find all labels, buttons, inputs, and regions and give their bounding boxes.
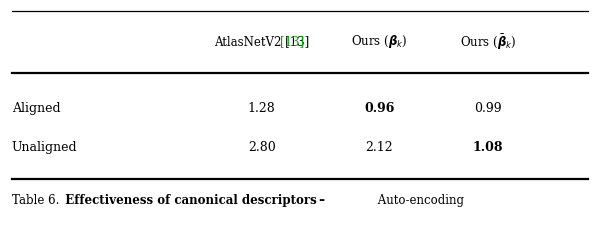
Text: Auto-encoding: Auto-encoding [373,194,464,207]
Text: AtlasNetV2 [13]: AtlasNetV2 [13] [214,36,310,48]
Text: 0.96: 0.96 [364,102,395,115]
Text: Unaligned: Unaligned [12,141,77,154]
Text: [13]: [13] [280,36,304,48]
Text: Aligned: Aligned [12,102,61,115]
Text: 2.80: 2.80 [248,141,275,154]
Text: 2.12: 2.12 [365,141,393,154]
Text: 1.08: 1.08 [473,141,503,154]
Text: Effectiveness of canonical descriptors –: Effectiveness of canonical descriptors – [57,194,325,207]
Text: 0.99: 0.99 [475,102,502,115]
Text: Ours ($\bar{\boldsymbol{\beta}}_k$): Ours ($\bar{\boldsymbol{\beta}}_k$) [460,32,517,52]
Text: Ours ($\boldsymbol{\beta}_k$): Ours ($\boldsymbol{\beta}_k$) [351,34,407,50]
Text: Table 6.: Table 6. [12,194,59,207]
Text: 1.28: 1.28 [248,102,275,115]
